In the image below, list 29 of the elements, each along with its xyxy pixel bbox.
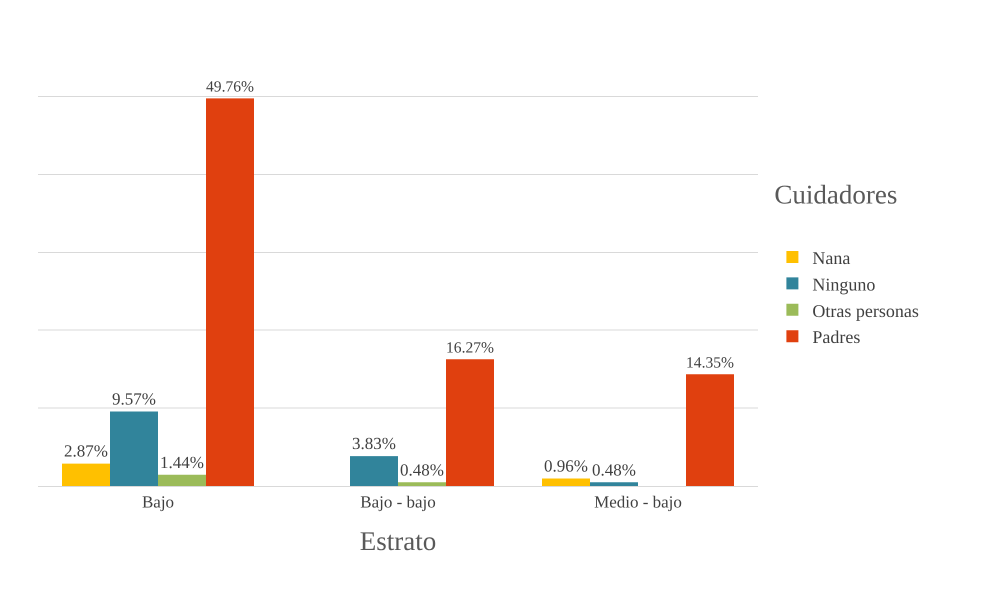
legend-label: Ninguno: [812, 274, 876, 294]
legend-label: Padres: [812, 327, 860, 348]
bar: [158, 474, 206, 486]
data-label: 0.48%: [592, 460, 636, 480]
data-label: 2.87%: [64, 442, 108, 461]
bar: [542, 478, 590, 486]
data-label: 0.96%: [544, 456, 588, 476]
bar: [590, 482, 638, 486]
bar: [62, 464, 110, 486]
legend-title: Cuidadores: [774, 180, 898, 210]
bar: [110, 411, 158, 486]
x-axis-title: Estrato: [360, 526, 436, 556]
bar: [686, 374, 734, 486]
legend-label: Otras personas: [812, 300, 919, 321]
data-label: 3.83%: [352, 434, 396, 454]
data-label: 9.57%: [112, 389, 156, 408]
data-label: 14.35%: [686, 354, 734, 372]
data-label: 16.27%: [446, 340, 494, 357]
x-tick-label: Bajo: [142, 492, 174, 512]
bar: [398, 482, 446, 486]
legend-label: Nana: [812, 248, 850, 268]
x-tick-label: Bajo - bajo: [360, 492, 436, 512]
bar: [350, 456, 398, 486]
x-tick-label: Medio - bajo: [594, 492, 682, 512]
data-label: 49.76%: [206, 78, 254, 96]
bar: [206, 98, 254, 486]
data-label: 0.48%: [400, 460, 444, 480]
bar: [446, 359, 494, 486]
data-label: 1.44%: [160, 452, 204, 472]
